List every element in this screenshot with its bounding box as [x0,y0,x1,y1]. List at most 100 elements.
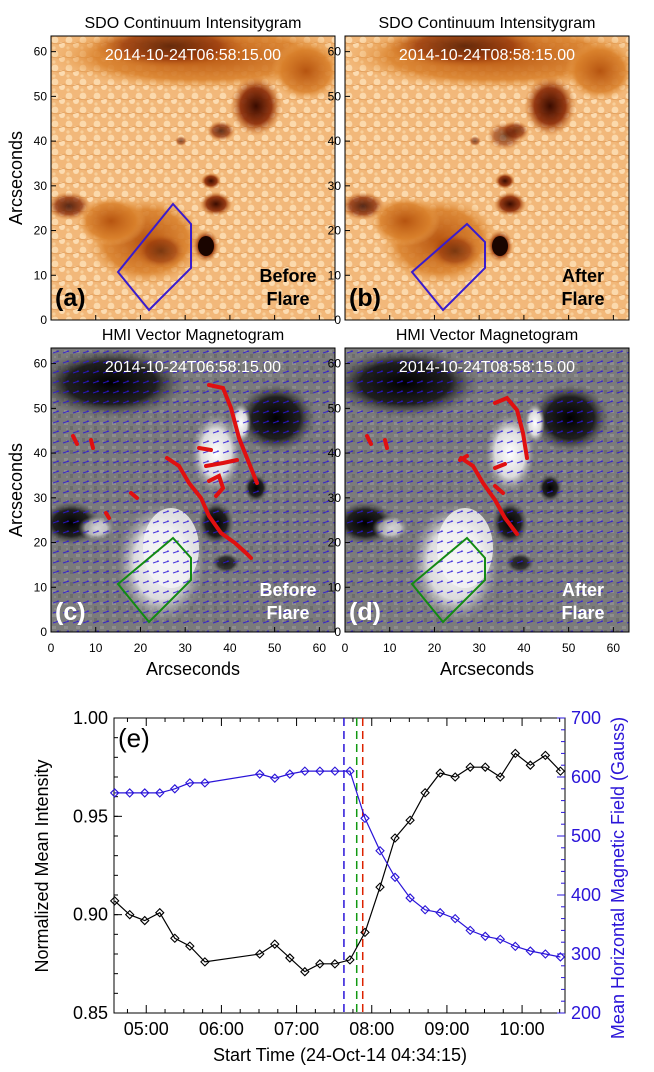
image-xlabel-right: Arcseconds [440,659,534,679]
panel-a: SDO Continuum Intensitygram 2014-10-24T0… [50,15,336,321]
chart-ytick-right-label: 300 [571,944,601,964]
panel-b-note-1: After [562,266,604,286]
data-point [270,773,280,783]
chart-xtick-label: 10:00 [500,1019,545,1039]
data-point [139,788,150,798]
chart-ytick-right-label: 600 [571,767,601,787]
series-line [114,752,561,973]
panel-b-note-2: Flare [561,289,604,309]
data-point [170,933,180,944]
image-ytick-label: 50 [328,401,342,415]
image-ytick-label: 0 [40,625,47,639]
chart-xlabel: Start Time (24-Oct-14 04:34:15) [213,1045,467,1065]
panel-a-image [51,36,335,320]
image-ytick-label: 60 [34,45,48,59]
chart-panel-e: 05:00 06:00 07:00 08:00 09:00 10:00 0.85 0.90 0.… [32,708,628,1065]
image-ytick-label: 30 [34,491,48,505]
chart-ytick-left-label: 0.90 [73,905,108,925]
chart-xtick-label: 06:00 [199,1019,244,1039]
image-ytick-label: 20 [34,536,48,550]
chart-xtick-label: 05:00 [124,1019,169,1039]
panel-c-note-1: Before [259,580,316,600]
data-point [270,939,280,949]
data-point [315,959,325,969]
data-point [465,762,475,772]
image-ytick-label: 10 [34,268,48,282]
image-ytick-label: 20 [328,536,342,550]
image-ytick-label: 10 [328,580,342,594]
data-point [420,904,430,915]
data-point [480,762,491,772]
region-box [410,222,486,312]
data-point [495,934,506,945]
data-point [405,893,415,903]
data-point [330,959,340,969]
data-point [465,925,475,936]
data-point [495,772,506,782]
image-ytick-label: 60 [328,45,342,59]
image-ytick-label: 50 [328,89,342,103]
panel-d-note-1: After [562,580,604,600]
panel-b-image [345,36,629,320]
image-ytick-label: 20 [328,224,342,238]
image-xtick-label: 40 [223,641,237,655]
data-point [315,766,325,776]
data-point [390,872,400,883]
data-point [109,788,120,798]
panel-c: HMI Vector Magnetogram 2014-10-24T06:58:… [50,327,336,633]
data-point [300,766,310,776]
image-ytick-label: 30 [34,179,48,193]
data-point [254,769,265,779]
panel-a-note-2: Flare [266,289,309,309]
data-point [124,909,135,920]
region-box [116,536,192,624]
data-point [170,784,180,794]
data-point [435,907,445,918]
panel-b: SDO Continuum Intensitygram 2014-10-24T0… [344,15,630,321]
image-ylabel-top: Arcseconds [6,131,26,225]
panel-d-note-2: Flare [561,603,604,623]
data-point [139,915,150,926]
chart-ytick-left-label: 0.85 [73,1003,108,1023]
data-point [390,833,400,843]
panel-a-title: SDO Continuum Intensitygram [85,15,302,32]
data-point [420,787,430,798]
data-point [254,949,265,959]
panel-c-timestamp: 2014-10-24T06:58:15.00 [105,359,281,376]
data-point [555,952,566,962]
chart-panel-label: (e) [118,723,150,753]
image-ytick-label: 0 [334,313,341,327]
image-xtick-label: 0 [48,641,55,655]
image-xlabel-left: Arcseconds [146,659,240,679]
panel-c-note-2: Flare [266,603,309,623]
panel-b-timestamp: 2014-10-24T08:58:15.00 [399,47,575,64]
data-point [525,760,536,770]
image-ytick-label: 40 [34,134,48,148]
data-point [510,748,521,759]
data-point [540,750,551,761]
image-xtick-label: 20 [134,641,148,655]
panel-c-title: HMI Vector Magnetogram [102,327,284,344]
data-point [300,966,310,977]
data-point [154,788,165,798]
data-point [525,946,536,956]
image-ytick-label: 30 [328,491,342,505]
data-point [185,941,195,951]
image-xtick-label: 30 [178,641,192,655]
data-point [450,913,460,924]
data-point [435,768,445,778]
image-axes: 0 10 20 30 40 50 60 0 10 20 30 40 50 60 0 10 20 30 40 50 60 0… [34,45,621,655]
chart-ytick-right-label: 700 [571,708,601,728]
image-ylabel-bottom: Arcseconds [6,443,26,537]
region-box [116,202,192,312]
image-xtick-label: 50 [268,641,282,655]
polarity-inversion-lines [365,395,529,536]
image-ytick-label: 10 [328,268,342,282]
chart-xtick-label: 08:00 [349,1019,394,1039]
image-ytick-label: 30 [328,179,342,193]
panel-d: HMI Vector Magnetogram 2014-10-24T08:58:… [344,327,630,633]
panel-a-note-1: Before [259,266,316,286]
data-point [555,766,566,776]
panel-a-label: (a) [55,284,86,312]
image-xtick-label: 30 [472,641,486,655]
